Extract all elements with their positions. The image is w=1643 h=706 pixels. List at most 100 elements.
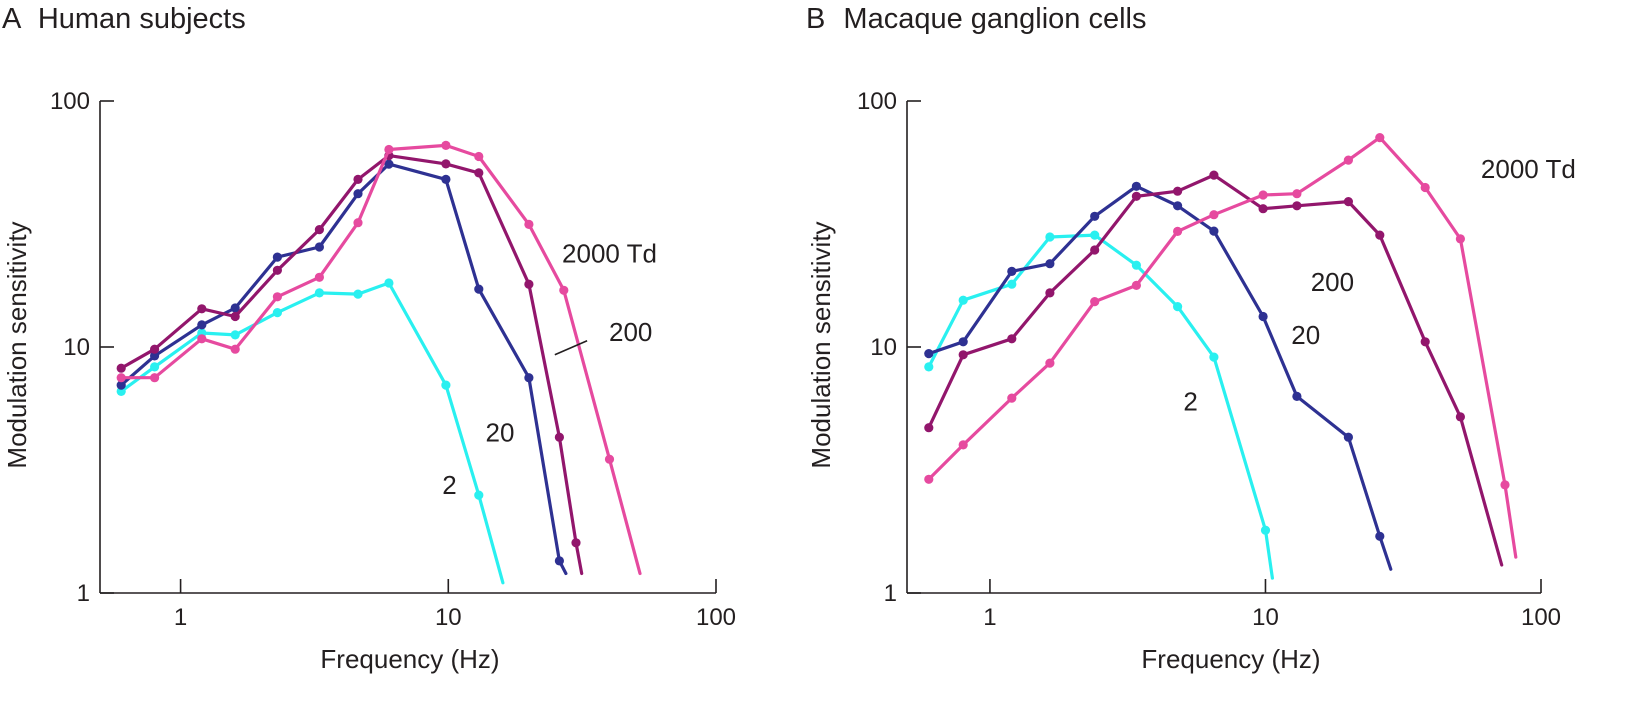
panel-a-series-line-200 <box>119 154 584 576</box>
panel-a-series-2000-td <box>116 140 642 576</box>
panel-b-series-line-2 <box>927 233 1275 580</box>
panel-b-series <box>924 133 1518 580</box>
panel-a-data-point <box>116 380 126 390</box>
panel-a-data-point <box>272 308 282 318</box>
panel-b-y-axis-label: Modulation sensitivity <box>806 221 836 468</box>
panel-b-data-point <box>924 362 934 372</box>
panel-b-data-point <box>924 474 934 484</box>
panel-b-curve-label: 2000 Td <box>1481 154 1576 184</box>
panel-b: B Macaque ganglion cells 1 10 100 1 10 100 20… <box>806 3 1576 674</box>
panel-a-data-point <box>554 432 565 442</box>
panel-a-data-point <box>314 272 324 282</box>
panel-a-y-tick-label: 10 <box>63 334 90 361</box>
panel-a-data-point <box>197 334 207 344</box>
panel-a-data-point <box>353 289 363 299</box>
panel-b-data-point <box>1209 352 1219 362</box>
panel-b-data-point <box>1500 480 1510 490</box>
panel-a-y-tick-label: 100 <box>50 88 90 115</box>
panel-b-y-tick-label: 100 <box>857 88 897 115</box>
panel-b-data-point <box>1455 412 1465 422</box>
panel-b-data-point <box>1007 393 1017 403</box>
panel-a-title-text: Human subjects <box>38 3 246 35</box>
panel-b-data-point <box>1131 260 1141 270</box>
panel-b-title-text: Macaque ganglion cells <box>843 3 1146 35</box>
panel-a-x-axis-label: Frequency (Hz) <box>320 644 499 674</box>
panel-b-data-point <box>1173 186 1183 196</box>
panel-b-data-point <box>1258 204 1268 214</box>
panel-b-data-point <box>1131 280 1141 290</box>
panel-a-data-point <box>272 292 282 302</box>
panel-b-data-point <box>1045 259 1055 269</box>
panel-a-data-point <box>230 311 240 322</box>
panel-a-leader-line <box>554 340 588 356</box>
panel-a-curve-labels: 2000 Td 200 20 2 <box>442 239 657 500</box>
panel-b-x-tick-label: 100 <box>1521 604 1561 631</box>
panel-a-series-200 <box>116 151 584 576</box>
panel-b-data-point <box>1420 182 1430 193</box>
panel-a-y-tick-label: 1 <box>77 580 90 607</box>
panel-a-data-point <box>441 174 451 184</box>
panel-b-data-point <box>958 295 968 305</box>
panel-b-data-point <box>1375 133 1385 143</box>
panel-b-data-point <box>1292 189 1302 199</box>
panel-b-data-point <box>1258 190 1268 200</box>
panel-b-data-point <box>1209 226 1219 236</box>
panel-a-data-point <box>559 285 569 295</box>
panel-a-data-point <box>604 454 615 464</box>
panel-b-curve-labels: 2000 Td 200 20 2 <box>1183 154 1576 417</box>
panel-b-x-axis-label: Frequency (Hz) <box>1141 644 1320 674</box>
panel-b-data-point <box>1173 201 1183 211</box>
panel-a-data-point <box>441 140 451 150</box>
panel-b-series-20 <box>924 181 1393 571</box>
panel-a-data-point <box>150 351 160 361</box>
panel-b-letter: B <box>806 3 825 35</box>
panel-a-data-point <box>230 344 240 354</box>
panel-b-data-point <box>1090 297 1100 307</box>
panel-a-data-point <box>116 363 126 373</box>
panel-a-curve-label: 2000 Td <box>562 239 657 269</box>
panel-b-series-line-2000-td <box>927 136 1518 559</box>
panel-a-data-point <box>230 303 240 313</box>
panel-b-data-point <box>1343 432 1353 442</box>
panel-a-y-axis-label: Modulation sensitivity <box>2 221 32 468</box>
panel-a-data-point <box>116 373 126 383</box>
panel-b-data-point <box>958 350 968 360</box>
panel-b-data-point <box>1045 358 1055 368</box>
panel-a-data-point <box>474 284 484 294</box>
panel-b-x-tick-label: 1 <box>983 604 996 631</box>
panel-a-data-point <box>384 159 394 169</box>
panel-a-data-point <box>571 538 581 548</box>
panel-b-series-line-20 <box>927 184 1393 571</box>
panel-b-data-point <box>924 349 934 359</box>
panel-a-data-point <box>441 380 451 390</box>
panel-b-data-point <box>958 337 968 347</box>
panel-b-y-tick-label: 10 <box>870 334 897 361</box>
panel-a-data-point <box>353 218 363 228</box>
panel-a-data-point <box>524 373 534 383</box>
panel-b-series-200 <box>924 170 1504 567</box>
panel-b-data-point <box>1045 288 1055 298</box>
panel-b-data-point <box>1045 232 1055 242</box>
panel-b-data-point <box>1375 531 1385 541</box>
panel-b-series-2000-td <box>924 133 1518 559</box>
panel-b-curve-label: 2 <box>1183 387 1197 417</box>
panel-b-curve-label: 20 <box>1291 320 1320 350</box>
panel-a-series-20 <box>116 159 568 576</box>
panel-b-data-point <box>1131 191 1141 201</box>
panel-b-curve-label: 200 <box>1311 267 1354 297</box>
panel-b-data-point <box>958 440 968 450</box>
panel-a-data-point <box>150 344 160 354</box>
panel-b-data-point <box>1090 211 1100 221</box>
panel-a-data-point <box>353 189 363 199</box>
panel-a-data-point <box>384 278 394 288</box>
panel-a-data-point <box>474 490 484 500</box>
panel-b-data-point <box>1343 197 1353 207</box>
panel-b-data-point <box>1209 210 1219 220</box>
panel-b-data-point <box>1260 525 1271 535</box>
panel-a-data-point <box>150 373 160 383</box>
panel-a-data-point <box>474 168 484 178</box>
panel-a-data-point <box>524 279 534 289</box>
panel-a-series-line-20 <box>119 162 568 576</box>
panel-a-data-point <box>150 362 160 372</box>
